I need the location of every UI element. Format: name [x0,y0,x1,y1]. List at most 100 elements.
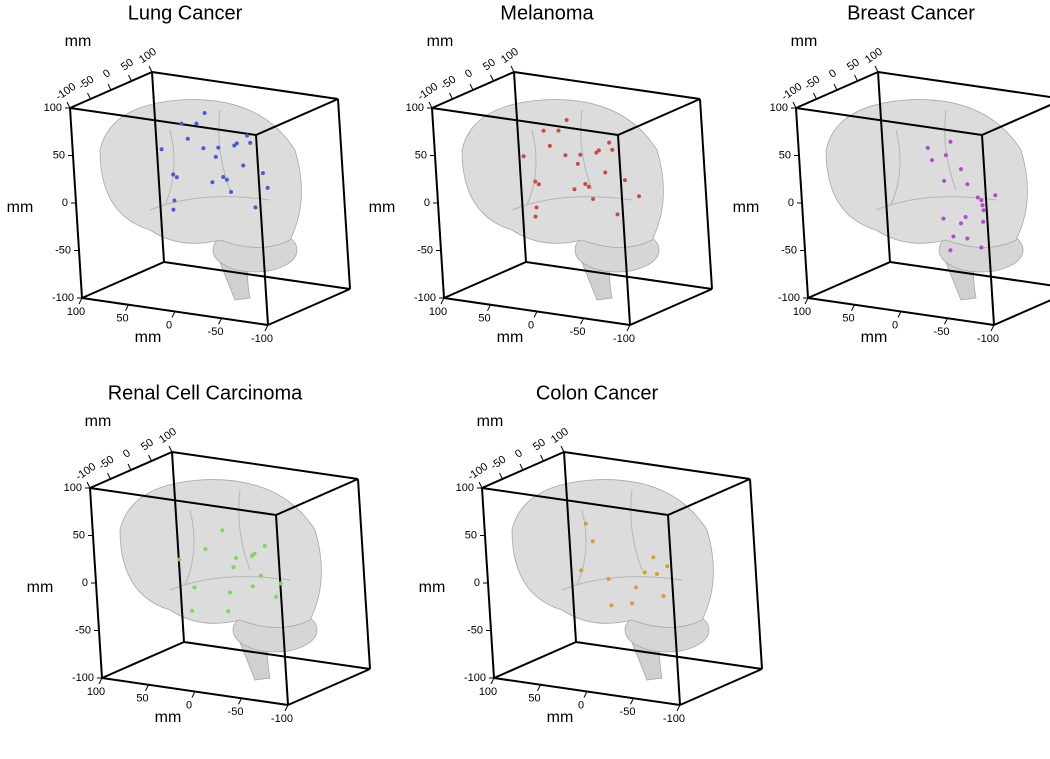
point [232,143,237,148]
y-tick [66,101,71,109]
x-tick-label: 0 [166,319,172,331]
x-tick-label: -50 [208,326,224,338]
point [220,528,225,533]
point [250,553,254,558]
y-tick-label: 0 [513,447,525,460]
point [572,187,577,192]
cube-edge [667,514,681,706]
z-axis-title: mm [369,199,396,216]
brain [511,479,714,681]
x-tick-label: 100 [479,686,497,698]
cube-edge [513,71,527,263]
cube-edge [255,98,339,136]
point [655,572,659,576]
point [177,557,182,562]
panel: Lung Cancer100500-50-100100500-50-100-10… [7,2,351,346]
point [245,133,250,138]
z-tick-label: 100 [406,102,424,114]
point [541,128,546,133]
point [533,214,538,219]
y-tick [510,65,515,73]
point [278,581,283,586]
y-axis-title: mm [791,33,818,50]
y-tick-label: 50 [139,436,156,453]
z-tick-label: 50 [465,529,477,541]
cube-edge [163,261,351,290]
point [590,539,595,544]
x-tick-label: 50 [136,693,148,705]
point [536,182,541,187]
x-axis-title: mm [155,709,182,726]
point [951,234,956,239]
z-tick-label: 0 [82,577,88,589]
point [622,178,627,183]
brain [99,99,302,301]
point [194,121,199,126]
y-tick [499,472,503,480]
point [948,139,953,144]
cube-edge [101,641,185,679]
z-tick-label: 100 [770,102,788,114]
cube-edge [69,107,257,136]
y-tick [449,92,453,100]
x-tick [676,704,681,712]
x-tick-label: -50 [934,326,950,338]
point [607,140,612,145]
x-tick [284,704,289,712]
point [213,154,218,159]
y-tick-label: 0 [463,67,475,80]
point [930,158,934,163]
cube-edge [563,451,751,480]
y-tick-label: 50 [119,56,136,73]
cube-edge [563,451,577,643]
brain [461,99,664,301]
x-tick [804,297,809,305]
y-tick-label: -50 [802,73,822,92]
point [591,197,596,201]
x-tick [490,677,495,685]
cube-edge [889,261,1050,287]
x-tick [171,311,176,318]
brain [119,479,322,681]
x-tick-label: 50 [842,313,854,325]
x-tick-label: 100 [793,306,811,318]
point [171,207,176,212]
y-tick [107,472,111,480]
chart-title: Breast Cancer [847,2,975,24]
y-tick-label: 100 [157,426,179,446]
y-tick-label: 100 [137,46,159,66]
x-axis-title: mm [547,709,574,726]
point [233,555,238,560]
y-tick-label: -100 [465,461,490,483]
x-tick [537,684,541,691]
x-tick-label: -100 [251,333,273,345]
y-tick [469,83,474,91]
cube-edge [795,107,983,136]
cerebrum [511,479,714,628]
cube-edge [667,478,751,516]
point [579,568,584,573]
point [185,136,190,141]
point [583,521,588,526]
x-tick [440,297,445,305]
z-tick-label: -50 [467,624,483,636]
y-tick [168,445,173,453]
cube-edge [981,134,995,326]
cube-edge [183,641,371,670]
point [210,180,215,185]
cube-edge [151,71,165,263]
chart-title: Melanoma [500,2,594,24]
z-tick-label: 0 [424,197,430,209]
z-tick-label: 0 [62,197,68,209]
y-tick-label: -50 [488,453,508,472]
point [534,205,539,210]
point [171,172,176,177]
point [634,585,638,590]
point [959,221,963,226]
cube-edge [617,98,701,136]
point [925,145,930,150]
y-tick-label: -100 [779,81,804,103]
y-axis-title: mm [427,33,454,50]
z-axis-title: mm [7,199,34,216]
point [250,584,255,589]
